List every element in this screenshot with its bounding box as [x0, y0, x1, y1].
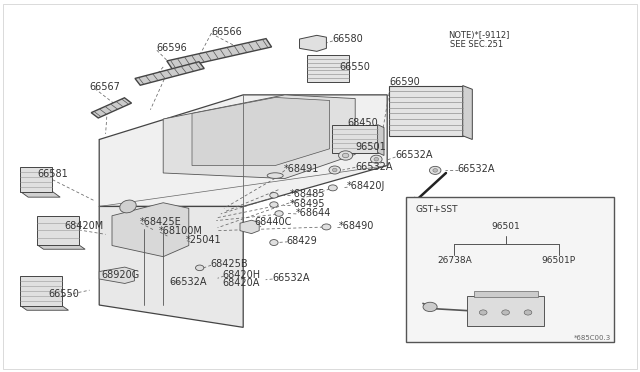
- Ellipse shape: [268, 173, 283, 179]
- Text: 96501P: 96501P: [541, 256, 576, 265]
- Polygon shape: [20, 306, 68, 310]
- Polygon shape: [99, 206, 243, 327]
- Polygon shape: [37, 245, 85, 249]
- Bar: [332, 125, 378, 153]
- Polygon shape: [463, 86, 472, 140]
- Text: SEE SEC.251: SEE SEC.251: [450, 40, 503, 49]
- Text: 68420H: 68420H: [223, 270, 261, 280]
- Text: *68644: *68644: [296, 208, 331, 218]
- Ellipse shape: [433, 169, 438, 172]
- Ellipse shape: [479, 310, 487, 315]
- Text: 68440C: 68440C: [255, 218, 292, 227]
- Bar: [406, 197, 614, 342]
- Text: 66532A: 66532A: [395, 151, 433, 160]
- Text: 66532A: 66532A: [458, 164, 495, 174]
- Text: *68100M: *68100M: [159, 227, 203, 236]
- Text: 66550: 66550: [48, 289, 79, 299]
- Bar: [20, 276, 62, 306]
- Text: 96501: 96501: [355, 142, 386, 152]
- Text: 68420M: 68420M: [64, 221, 103, 231]
- Bar: [467, 296, 544, 326]
- Polygon shape: [99, 267, 134, 283]
- Ellipse shape: [332, 168, 337, 172]
- Ellipse shape: [275, 211, 284, 217]
- Bar: [389, 86, 463, 136]
- Polygon shape: [378, 125, 384, 155]
- Polygon shape: [240, 220, 259, 234]
- Ellipse shape: [429, 166, 441, 174]
- Ellipse shape: [196, 265, 204, 271]
- Polygon shape: [192, 97, 330, 166]
- Polygon shape: [112, 203, 189, 257]
- Text: 66567: 66567: [90, 83, 120, 92]
- Text: 68429: 68429: [287, 236, 317, 246]
- Ellipse shape: [371, 155, 382, 163]
- Polygon shape: [99, 95, 387, 206]
- Ellipse shape: [502, 310, 509, 315]
- Ellipse shape: [120, 200, 136, 213]
- Text: 96501: 96501: [492, 222, 520, 231]
- Ellipse shape: [270, 202, 278, 208]
- Ellipse shape: [328, 185, 337, 191]
- Text: 66532A: 66532A: [355, 162, 393, 171]
- Text: 68450: 68450: [347, 118, 378, 128]
- Text: 66532A: 66532A: [272, 273, 310, 283]
- Text: 66596: 66596: [157, 44, 188, 53]
- Polygon shape: [20, 192, 60, 197]
- Text: 68920G: 68920G: [101, 270, 140, 280]
- Polygon shape: [135, 62, 204, 85]
- Polygon shape: [307, 55, 349, 82]
- Ellipse shape: [329, 166, 340, 174]
- Text: *68490: *68490: [339, 221, 374, 231]
- Ellipse shape: [270, 240, 278, 246]
- Text: GST+SST: GST+SST: [416, 205, 458, 214]
- Bar: [37, 216, 79, 245]
- Text: *68420J: *68420J: [347, 181, 385, 191]
- Polygon shape: [167, 39, 271, 69]
- Ellipse shape: [374, 157, 379, 161]
- Text: 66581: 66581: [37, 169, 68, 179]
- Text: *25041: *25041: [186, 235, 221, 245]
- Polygon shape: [92, 98, 131, 118]
- Ellipse shape: [524, 310, 532, 315]
- Polygon shape: [163, 95, 355, 179]
- Ellipse shape: [270, 193, 278, 198]
- Text: NOTE)*[-9112]: NOTE)*[-9112]: [448, 31, 509, 40]
- Text: *68491: *68491: [284, 164, 319, 174]
- Bar: [20, 167, 52, 192]
- Polygon shape: [300, 35, 326, 51]
- Text: 66532A: 66532A: [170, 277, 207, 287]
- Ellipse shape: [342, 153, 349, 158]
- Text: 68425B: 68425B: [210, 259, 248, 269]
- Ellipse shape: [339, 151, 353, 160]
- Ellipse shape: [322, 224, 331, 230]
- Text: 66580: 66580: [333, 34, 364, 44]
- Text: *68425E: *68425E: [140, 218, 181, 227]
- Bar: [474, 291, 538, 297]
- Text: 66550: 66550: [339, 62, 370, 72]
- Text: *68495: *68495: [289, 199, 324, 209]
- Text: *685C00.3: *685C00.3: [574, 335, 611, 341]
- Text: 26738A: 26738A: [437, 256, 472, 265]
- Text: *68485: *68485: [289, 189, 324, 199]
- Text: 66590: 66590: [389, 77, 420, 87]
- Text: 66566: 66566: [211, 27, 242, 36]
- Ellipse shape: [423, 302, 437, 312]
- Text: 68420A: 68420A: [223, 278, 260, 288]
